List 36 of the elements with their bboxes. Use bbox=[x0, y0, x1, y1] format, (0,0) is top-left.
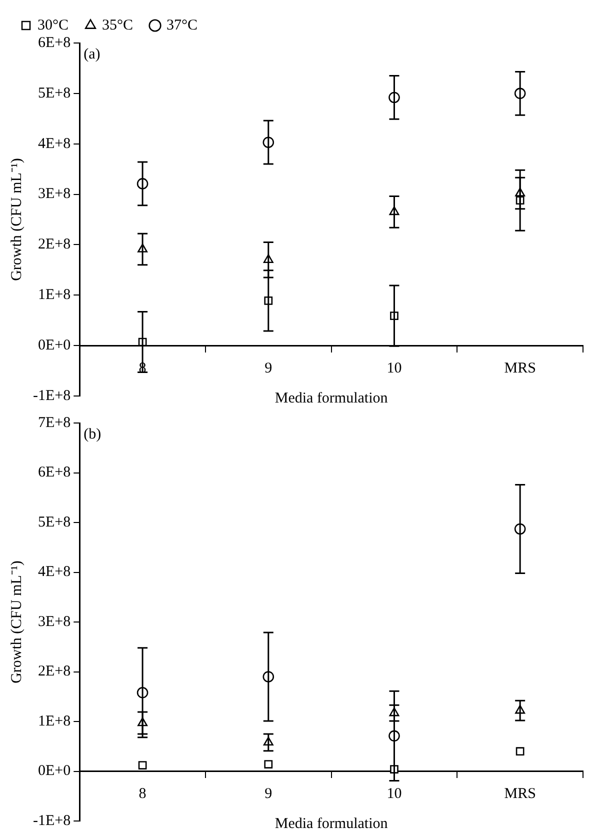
annotation: (a) bbox=[84, 46, 100, 62]
x-tick-label: MRS bbox=[504, 360, 536, 377]
y-tick-label: 6E+8 bbox=[38, 34, 71, 51]
legend-label: 37°C bbox=[166, 17, 198, 34]
point bbox=[138, 761, 147, 770]
x-tick-label: 10 bbox=[386, 360, 402, 377]
y-tick-label: 5E+8 bbox=[38, 514, 71, 530]
x-tick-label: 9 bbox=[264, 360, 272, 377]
y-tick-label: 4E+8 bbox=[38, 136, 71, 152]
y-tick-label: -1E+8 bbox=[32, 812, 71, 829]
x-tick-label: 10 bbox=[386, 786, 402, 802]
y-axis-title: Growth (CFU mL⁻¹) bbox=[8, 560, 25, 684]
y-tick-label: 1E+8 bbox=[38, 713, 71, 730]
y-tick-label: 0E+0 bbox=[38, 338, 71, 354]
y-tick-label: 3E+8 bbox=[38, 614, 71, 630]
point bbox=[264, 760, 273, 768]
y-tick-label: 5E+8 bbox=[38, 85, 71, 102]
point bbox=[516, 747, 524, 756]
x-tick-label: 8 bbox=[138, 786, 146, 802]
y-tick-label: 1E+8 bbox=[38, 287, 71, 304]
y-tick-label: 0E+0 bbox=[38, 763, 71, 780]
y-tick-label: 2E+8 bbox=[38, 236, 71, 253]
y-tick-label: 6E+8 bbox=[38, 464, 71, 481]
legend-label: 35°C bbox=[102, 17, 134, 34]
y-tick-label: -1E+8 bbox=[32, 388, 71, 404]
y-tick-label: 7E+8 bbox=[38, 414, 71, 431]
y-tick-label: 4E+8 bbox=[38, 564, 71, 580]
x-tick-label: 9 bbox=[264, 786, 272, 802]
x-axis-title: Media formulation bbox=[274, 816, 388, 832]
y-tick-label: 3E+8 bbox=[38, 186, 71, 202]
x-tick-label: MRS bbox=[504, 786, 536, 802]
annotation: (b) bbox=[84, 426, 102, 442]
y-axis-title: Growth (CFU mL⁻¹) bbox=[8, 158, 25, 281]
y-tick-label: 2E+8 bbox=[38, 664, 71, 680]
legend-label: 30°C bbox=[38, 17, 69, 34]
x-axis-title: Media formulation bbox=[274, 390, 388, 407]
